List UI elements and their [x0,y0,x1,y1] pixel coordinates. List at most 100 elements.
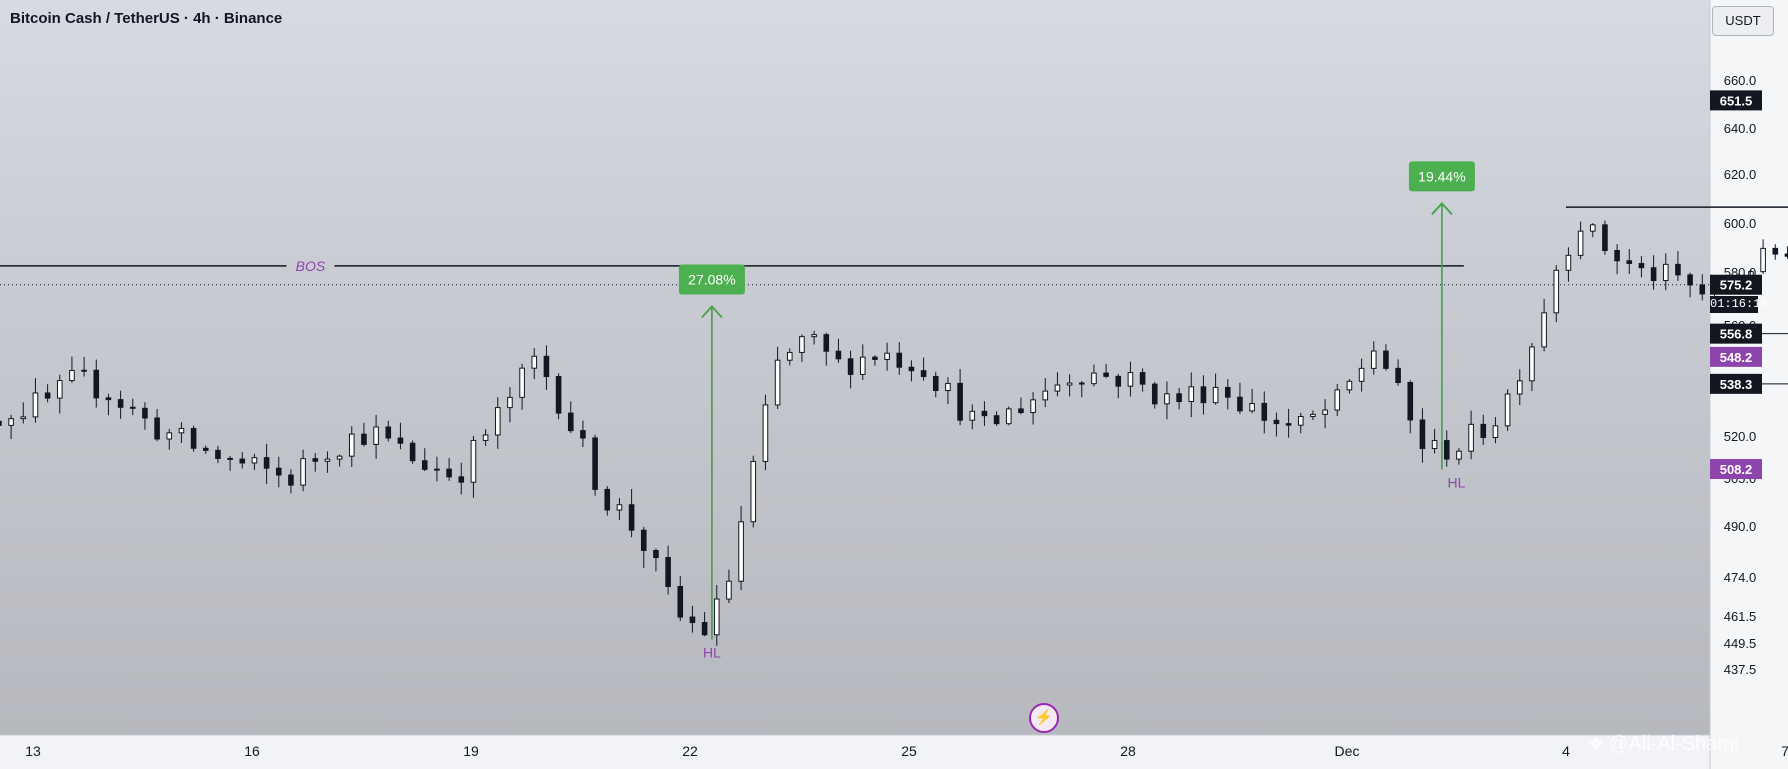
candle-body [750,460,757,523]
candle-body [1480,423,1487,439]
candle-body [482,434,489,441]
price-badge-text: 556.8 [1720,327,1753,342]
candle-body [202,447,209,451]
candle-body [908,366,915,372]
x-tick-label: 22 [682,743,698,759]
candle-body [421,460,428,470]
candle-body [1066,382,1073,386]
y-tick-label: 437.5 [1724,662,1757,677]
price-badge [1710,373,1762,394]
candle-body [774,359,781,406]
candle-body [604,488,611,511]
candle-body [93,369,100,399]
y-tick-label: 474.0 [1724,570,1757,585]
candle-body [1285,423,1292,426]
candle-body [1760,247,1766,273]
candle-body [1456,450,1462,460]
candle-body [178,427,185,434]
candle-body [1018,408,1024,414]
candle-body [1310,413,1316,418]
candle-body [1273,419,1280,425]
candle-body [713,598,720,636]
candle-body [1334,389,1341,411]
candle-body [239,458,246,464]
candle-body [653,549,659,558]
candle-body [190,427,197,449]
candle-body [543,355,550,378]
candle-body [580,430,586,439]
candle-body [69,369,75,382]
candle-body [1589,224,1596,232]
candle-body [275,467,282,476]
candle-body [361,433,367,445]
candle-body [44,392,51,399]
candle-body [677,585,684,618]
candle-body [957,382,963,421]
candle-body [872,356,878,360]
candle-body [32,392,39,418]
x-tick-label: 13 [25,743,41,759]
candle-body [1541,312,1547,348]
author-watermark: ❖ @Ali-Al-Shami [1588,733,1738,756]
candle-body [1370,350,1377,369]
candle-body [665,556,671,587]
candle-body [1662,263,1669,282]
candle-body [300,458,306,486]
candle-body [1176,393,1182,403]
candle-body [1602,224,1608,252]
candle-body [811,334,817,338]
y-tick-label: 449.5 [1724,636,1757,651]
time-axis[interactable] [0,735,1710,769]
candle-body [458,476,465,483]
candle-body [1249,402,1255,412]
price-badge-text: 508.2 [1720,462,1753,477]
candle-body [1127,372,1134,387]
currency-button[interactable]: USDT [1712,6,1774,36]
candle-body [434,468,440,471]
candle-body [1638,262,1645,269]
x-tick-label: 16 [244,743,260,759]
candle-body [628,504,635,531]
candle-body [1346,380,1353,391]
candle-body [823,334,830,352]
candle-body [1224,386,1231,398]
candle-body [1200,386,1207,404]
candle-body [592,437,598,490]
candle-body [1237,396,1243,412]
candle-body [616,504,623,511]
candle-body [1407,382,1414,421]
percent-label-box [1408,161,1475,192]
candle-body [312,458,319,462]
candle-body [81,369,87,372]
candle-body [1699,284,1706,295]
price-badge [1710,90,1762,111]
candle-body [555,376,562,414]
candle-body [470,439,477,483]
candle-body [1529,346,1535,382]
hl-label: HL [703,645,721,661]
candle-body [20,416,27,420]
candle-body [1553,269,1560,314]
symbol-title: Bitcoin Cash / TetherUS · 4h · Binance [10,10,283,27]
price-badge [1710,274,1762,295]
candle-body [397,437,404,444]
candle-body [336,455,343,460]
candle-body [263,457,270,469]
candle-body [1577,230,1584,256]
x-tick-label: 19 [463,743,479,759]
binance-icon: ❖ [1588,734,1605,754]
lightning-icon[interactable]: ⚡ [1029,703,1059,733]
candle-body [920,370,927,377]
candle-body [348,433,355,457]
candle-body [519,367,525,398]
y-tick-label: 490.0 [1724,519,1757,534]
bar-close-countdown: 01:16:15 [1710,296,1768,313]
candle-body [981,410,988,417]
candle-body [799,336,805,353]
price-badge [1710,459,1762,480]
candle-body [1188,386,1195,403]
candle-body [1358,367,1365,382]
percent-label-box [678,264,745,295]
arrow-head [701,305,723,319]
